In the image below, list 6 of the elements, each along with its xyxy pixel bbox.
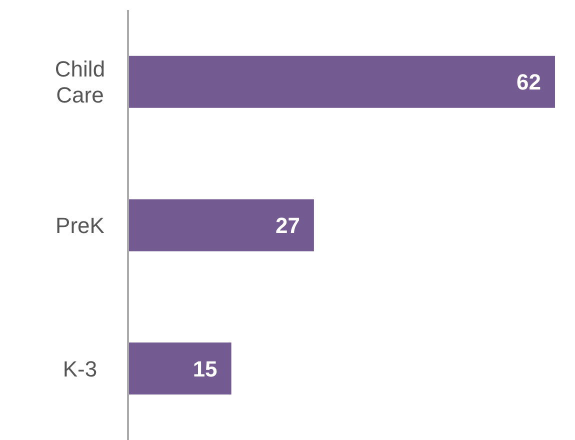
y-tick-label: K-3 [62, 356, 98, 381]
y-tick-label: Child Care [54, 56, 106, 108]
data-label: 27 [275, 213, 300, 238]
data-label: 15 [192, 356, 218, 382]
y-tick-label: PreK [56, 212, 105, 238]
data-label: 62 [516, 70, 541, 95]
